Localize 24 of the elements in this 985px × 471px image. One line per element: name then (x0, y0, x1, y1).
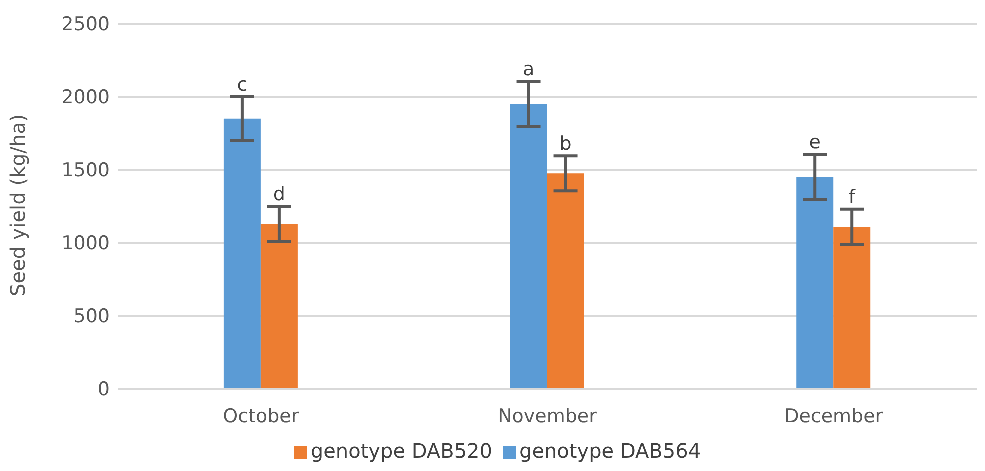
y-tick-label: 1000 (62, 232, 110, 255)
bar (547, 174, 584, 389)
y-tick-label: 0 (98, 378, 110, 401)
data-label: a (522, 58, 535, 81)
data-label: e (809, 132, 821, 154)
bar (796, 177, 834, 389)
y-tick-label: 2000 (62, 86, 110, 109)
y-tick-label: 2500 (62, 14, 110, 36)
y-tick-label: 500 (74, 306, 110, 328)
x-tick-label: December (784, 405, 884, 428)
data-label: f (848, 186, 857, 208)
y-tick-label: 1500 (62, 160, 110, 182)
data-label: b (560, 133, 572, 156)
bar (510, 104, 548, 389)
data-label: d (273, 184, 286, 206)
bar (224, 118, 261, 389)
x-tick-label: October (223, 405, 300, 428)
bar (834, 226, 871, 389)
y-axis-title: Seed yield (kg/ha) (6, 114, 30, 296)
legend-label: genotype DAB520 (310, 439, 492, 463)
bar (260, 224, 298, 389)
x-tick-label: November (498, 405, 598, 428)
data-label: c (237, 74, 248, 96)
legend-label: genotype DAB564 (520, 439, 702, 463)
